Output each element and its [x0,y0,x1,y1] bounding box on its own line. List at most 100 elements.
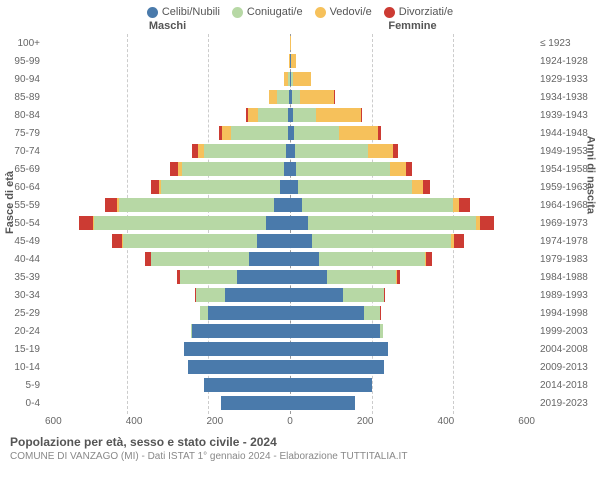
age-label: 15-19 [0,344,45,355]
bar-segment [339,126,378,140]
legend-swatch [232,7,243,18]
bar-male [45,216,290,230]
age-row: 5-92014-2018 [0,376,600,394]
year-label: 1989-1993 [535,290,600,301]
bar-segment [188,360,290,374]
bar-segment [200,306,208,320]
age-label: 70-74 [0,146,45,157]
bar-segment [119,198,274,212]
year-label: 1999-2003 [535,326,600,337]
age-row: 45-491974-1978 [0,232,600,250]
year-label: 2019-2023 [535,398,600,409]
bar-segment [480,216,494,230]
bar-segment [208,306,290,320]
bar-segment [296,162,390,176]
bar-female [290,360,535,374]
bar-segment [151,180,159,194]
bar-segment [290,324,380,338]
year-label: 1924-1928 [535,56,600,67]
age-row: 100+≤ 1923 [0,34,600,52]
bar-segment [361,108,363,122]
bar-female [290,252,535,266]
bar-male [45,342,290,356]
bar-area [45,396,535,410]
bar-segment [380,324,383,338]
bar-male [45,360,290,374]
bar-segment [290,288,343,302]
age-row: 25-291994-1998 [0,304,600,322]
bar-area [45,306,535,320]
age-row: 0-42019-2023 [0,394,600,412]
bar-male [45,162,290,176]
age-label: 90-94 [0,74,45,85]
age-row: 70-741949-1953 [0,142,600,160]
x-axis: 6004002000200400600 [0,416,600,427]
bar-segment [196,288,225,302]
bar-area [45,198,535,212]
bar-segment [290,216,308,230]
bar-area [45,36,535,50]
year-label: 2004-2008 [535,344,600,355]
x-tick: 200 [357,416,374,427]
bar-segment [334,90,335,104]
age-row: 50-541969-1973 [0,214,600,232]
y-axis-label-right: Anni di nascita [584,136,596,214]
bar-female [290,162,535,176]
bar-segment [231,126,288,140]
age-row: 15-19 2004-2008 [0,340,600,358]
bar-male [45,126,290,140]
bar-segment [300,90,335,104]
age-row: 55-591964-1968 [0,196,600,214]
age-row: 65-691954-1958 [0,160,600,178]
bar-male [45,396,290,410]
bar-segment [204,144,286,158]
bar-area [45,162,535,176]
bar-segment [308,216,475,230]
bar-area [45,342,535,356]
age-label: 20-24 [0,326,45,337]
age-label: 45-49 [0,236,45,247]
bar-area [45,108,535,122]
header-male: Maschi [45,20,290,32]
column-headers: Maschi Femmine [0,20,600,32]
bar-segment [426,252,432,266]
legend-item: Divorziati/e [384,6,453,18]
legend-label: Coniugati/e [247,6,303,18]
legend-label: Celibi/Nubili [162,6,220,18]
bar-segment [204,378,290,392]
bar-segment [293,108,315,122]
age-row: 40-441979-1983 [0,250,600,268]
x-tick: 0 [287,416,293,427]
bar-segment [184,342,290,356]
age-label: 100+ [0,38,45,49]
bar-segment [161,180,279,194]
bar-segment [123,234,258,248]
age-row: 35-391984-1988 [0,268,600,286]
bar-male [45,54,290,68]
legend-item: Coniugati/e [232,6,303,18]
bar-female [290,216,535,230]
bar-segment [290,306,364,320]
x-tick: 600 [518,416,535,427]
legend: Celibi/NubiliConiugati/eVedovi/eDivorzia… [0,0,600,20]
bar-female [290,234,535,248]
bar-area [45,144,535,158]
bar-segment [294,126,339,140]
chart-rows: 100+≤ 192395-991924-192890-941929-193385… [0,34,600,412]
bar-segment [269,90,277,104]
bar-female [290,324,535,338]
bar-segment [290,234,312,248]
bar-segment [182,162,284,176]
bar-male [45,180,290,194]
age-label: 85-89 [0,92,45,103]
bar-segment [364,306,380,320]
bar-segment [290,252,319,266]
year-label: 1939-1943 [535,110,600,121]
y-axis-label-left: Fasce di età [4,171,16,234]
bar-segment [258,108,289,122]
bar-area [45,360,535,374]
legend-item: Celibi/Nubili [147,6,220,18]
bar-male [45,288,290,302]
bar-segment [290,198,302,212]
bar-segment [274,198,290,212]
